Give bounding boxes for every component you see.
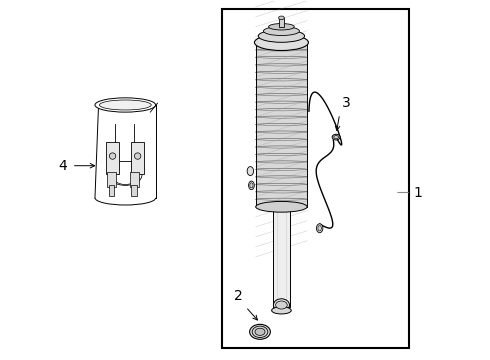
Bar — [131, 142, 145, 174]
Bar — [107, 172, 116, 187]
Ellipse shape — [332, 134, 340, 140]
Ellipse shape — [247, 167, 253, 176]
Ellipse shape — [258, 30, 305, 42]
Ellipse shape — [271, 307, 291, 314]
Text: 2: 2 — [234, 288, 243, 302]
Ellipse shape — [276, 301, 287, 309]
Ellipse shape — [254, 35, 308, 50]
Ellipse shape — [252, 326, 268, 338]
Text: 4: 4 — [58, 159, 67, 173]
Bar — [131, 185, 137, 196]
Bar — [279, 18, 284, 27]
Text: 3: 3 — [342, 96, 350, 111]
Ellipse shape — [255, 328, 265, 336]
Circle shape — [134, 153, 141, 159]
Ellipse shape — [95, 98, 156, 112]
Bar — [106, 142, 120, 174]
Bar — [130, 172, 139, 187]
Ellipse shape — [99, 100, 151, 110]
Ellipse shape — [250, 183, 253, 188]
Ellipse shape — [279, 16, 284, 19]
Ellipse shape — [249, 324, 270, 339]
Bar — [256, 42, 307, 207]
Ellipse shape — [269, 23, 294, 30]
Ellipse shape — [264, 27, 299, 36]
Text: 1: 1 — [414, 185, 422, 199]
Ellipse shape — [318, 226, 321, 231]
Ellipse shape — [256, 202, 307, 212]
Bar — [272, 207, 291, 307]
Ellipse shape — [248, 181, 254, 190]
Bar — [222, 9, 409, 348]
Ellipse shape — [273, 299, 290, 311]
Bar — [109, 185, 114, 196]
Circle shape — [109, 153, 116, 159]
Ellipse shape — [272, 204, 291, 210]
Ellipse shape — [317, 224, 323, 233]
Ellipse shape — [334, 135, 339, 139]
